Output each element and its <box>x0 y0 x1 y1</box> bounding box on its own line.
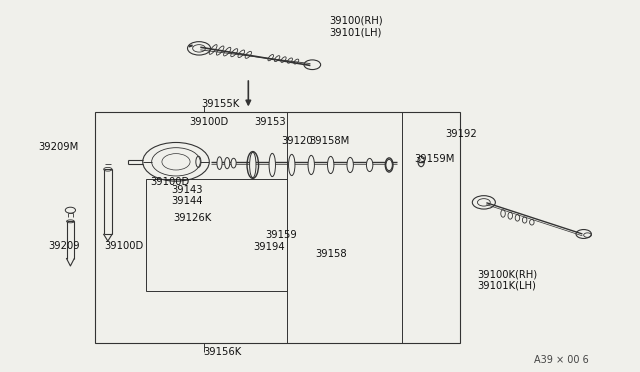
Text: 39126K: 39126K <box>173 213 211 222</box>
Ellipse shape <box>217 157 222 170</box>
Ellipse shape <box>328 156 334 174</box>
Text: 39101(LH): 39101(LH) <box>330 28 382 38</box>
Text: 39194: 39194 <box>253 243 284 252</box>
Ellipse shape <box>231 158 236 168</box>
Text: 39209: 39209 <box>48 241 79 250</box>
Text: 39158M: 39158M <box>309 137 349 146</box>
Ellipse shape <box>225 158 230 169</box>
Text: 39101K(LH): 39101K(LH) <box>477 281 536 291</box>
Text: 39100(RH): 39100(RH) <box>330 16 383 25</box>
Text: 39120: 39120 <box>282 137 313 146</box>
Ellipse shape <box>269 153 275 177</box>
Ellipse shape <box>289 154 295 176</box>
Text: 39159: 39159 <box>266 230 298 240</box>
Ellipse shape <box>308 155 314 174</box>
Text: 39156K: 39156K <box>204 347 242 357</box>
Bar <box>146 179 287 291</box>
Text: 39100D: 39100D <box>104 241 143 250</box>
Ellipse shape <box>367 158 373 171</box>
Text: 39192: 39192 <box>445 129 477 139</box>
Text: A39 × 00 6: A39 × 00 6 <box>534 355 589 365</box>
Ellipse shape <box>347 157 353 173</box>
Text: 39100D: 39100D <box>189 117 228 127</box>
Text: 39155K: 39155K <box>202 99 240 109</box>
Text: 39159M: 39159M <box>415 154 455 164</box>
Ellipse shape <box>250 153 256 178</box>
Text: 39144: 39144 <box>172 196 203 206</box>
Bar <box>95 112 460 343</box>
Ellipse shape <box>386 159 392 170</box>
Text: 39100K(RH): 39100K(RH) <box>477 270 537 279</box>
Text: 39100D: 39100D <box>150 177 189 186</box>
Text: 39158: 39158 <box>315 249 346 259</box>
Text: 39209M: 39209M <box>38 142 79 152</box>
Text: 39143: 39143 <box>172 185 203 195</box>
Text: 39153: 39153 <box>255 117 286 127</box>
